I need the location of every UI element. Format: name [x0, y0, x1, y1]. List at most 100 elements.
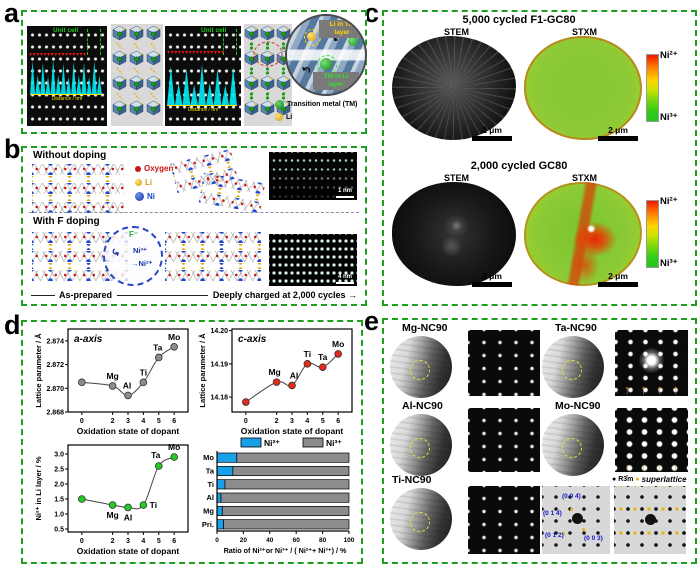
panel-b-legend: Oxygen Li Ni — [135, 164, 173, 206]
a-axis-chart: 0 2 3 4 5 6 2.868 2.870 2.872 2.874 Oxidation stat… — [34, 328, 189, 436]
scalebar: 4 nm — [336, 274, 354, 284]
panel-e: Mg-NC90 Ta-NC90 ↑ ↑ ↑ ↑ Al-NC90 Mo-NC90 ↑ ↑ ↑… — [382, 318, 697, 564]
exchange-arrow-icon: ↶ — [298, 63, 313, 79]
li-dot-icon — [135, 179, 142, 186]
diffraction-mg — [468, 330, 540, 396]
tem-image-mo — [542, 414, 604, 476]
unit-cell-bracket — [87, 29, 101, 55]
tm-layer — [32, 270, 128, 281]
superlattice-label: superlattice — [641, 475, 687, 484]
svg-text:14.19: 14.19 — [210, 361, 228, 368]
colorbar-top-label: Ni²⁺ — [660, 50, 678, 61]
up-arrow-icon: ↑ — [672, 382, 680, 396]
svg-text:5: 5 — [157, 538, 161, 545]
colorbar-top-label: Ni²⁺ — [660, 196, 678, 207]
up-arrow-icon: ↑ — [656, 382, 663, 396]
svg-text:4: 4 — [141, 538, 145, 545]
cation-mixing-inset: ↷ ↶ Li in TM layer TM in Li layer — [285, 14, 367, 96]
svg-text:5: 5 — [157, 418, 161, 425]
sample-title: Ti-NC90 — [392, 474, 432, 486]
hkl-label: (0 0 4̄) — [562, 493, 581, 500]
svg-text:Pri.: Pri. — [202, 520, 214, 529]
svg-text:Al: Al — [124, 512, 133, 522]
stem-inset-fdoped: 4 nm — [269, 234, 357, 286]
lattice-undoped-pristine — [32, 164, 124, 213]
panel-label-e: e — [364, 306, 380, 336]
legend-item: Ni — [135, 192, 173, 201]
stem-inset-undoped: 1 nm — [269, 152, 357, 200]
svg-text:c-axis: c-axis — [238, 334, 267, 345]
stem-label: STEM — [444, 173, 470, 183]
scalebar-line — [472, 282, 512, 288]
tm-sphere-icon — [275, 100, 284, 109]
hkl-label: (0 1 2) — [545, 532, 564, 539]
stem-label: STEM — [444, 27, 470, 37]
svg-text:20: 20 — [240, 537, 248, 544]
scalebar-line — [472, 136, 512, 142]
svg-text:3.0: 3.0 — [54, 452, 64, 459]
stem-image-1: Unit cell ▾▾▾▾▾▾▾▾▾▾▾▾▾▾▾▾ Distance / nm — [27, 26, 107, 126]
svg-text:Ni²⁺: Ni²⁺ — [264, 438, 280, 448]
scalebar-line — [336, 196, 354, 198]
cycled-group-1: 5,000 cycled F1-GC80 STEM STXM Ni²⁺ Ni³⁺… — [384, 12, 695, 158]
svg-text:2: 2 — [275, 418, 279, 425]
lattice-undoped-cracked — [170, 148, 266, 214]
panel-c: 5,000 cycled F1-GC80 STEM STXM Ni²⁺ Ni³⁺… — [382, 10, 697, 306]
svg-text:Ti: Ti — [150, 500, 157, 510]
ni3-label: Ni³⁺ — [133, 246, 147, 255]
selected-area-ring — [410, 360, 430, 380]
tm-layer — [32, 232, 128, 243]
legend-item: Transition metal (TM) — [275, 100, 357, 109]
stxm-particle-image — [524, 36, 642, 140]
legend-label: Transition metal (TM) — [287, 101, 358, 108]
scalebar: 2 μm — [598, 271, 638, 288]
svg-text:Mo: Mo — [168, 442, 180, 452]
svg-text:14.18: 14.18 — [210, 395, 228, 402]
svg-text:2: 2 — [111, 418, 115, 425]
li-layer-doped — [165, 244, 261, 250]
legend-item: Oxygen — [135, 164, 173, 173]
svg-text:Al: Al — [207, 493, 215, 502]
bottom-axis: As-prepared Deeply charged at 2,000 cycl… — [31, 290, 357, 300]
oxygen-dot-icon — [135, 165, 141, 172]
fluorine-label: F⁻ — [129, 230, 139, 239]
cracked-piece — [198, 172, 266, 214]
panel-b: Without doping Oxygen Li Ni — [21, 146, 367, 306]
tm-layer — [32, 251, 128, 262]
tm-sphere — [320, 58, 332, 70]
diffraction-mo: ↑ ↑ ↑ ↑ — [615, 408, 688, 472]
profile-axis-label: Distance / nm — [187, 107, 219, 113]
scalebar-line — [598, 282, 638, 288]
axis-left-label: As-prepared — [59, 290, 113, 300]
colorbar — [646, 54, 659, 122]
sample-title: Al-NC90 — [402, 400, 443, 412]
li-in-tm-label: Li in TM layer — [319, 20, 365, 38]
scalebar-label: 1 nm — [337, 188, 352, 195]
selected-area-ring — [562, 360, 582, 380]
up-arrow-icon: ↑ — [657, 462, 662, 472]
svg-text:14.20: 14.20 — [210, 328, 228, 335]
center-spot — [645, 514, 656, 525]
ni-ratio-bar-chart: Ni²⁺ Ni³⁺ Mo Ta Ti Al Mg Pri. 0 20 40 60 80 100 Ratio … — [202, 437, 355, 555]
center-spot — [572, 513, 583, 524]
tm-in-li-label: TM in Li layer — [313, 72, 359, 90]
axis-right-label: Deeply charged at 2,000 cycles → — [212, 290, 357, 300]
svg-text:Ta: Ta — [318, 352, 328, 362]
sample-title: Ta-NC90 — [555, 322, 597, 334]
tm-layer — [165, 270, 261, 281]
scalebar-label: 2 μm — [482, 271, 502, 281]
svg-text:2.0: 2.0 — [54, 482, 64, 489]
diffraction-al — [468, 408, 540, 472]
cube-lattice-drawing — [112, 25, 161, 116]
svg-text:2.872: 2.872 — [46, 362, 64, 369]
svg-text:Mg: Mg — [106, 371, 118, 381]
oxygen-marker-row: ▾▾▾▾▾▾▾▾▾▾▾▾▾▾▾▾ — [29, 52, 87, 58]
row-divider — [29, 212, 359, 213]
scalebar-label: 4 nm — [337, 274, 352, 281]
unit-cell-bracket — [223, 29, 237, 55]
tem-image-al — [390, 414, 452, 476]
panel-a-legend: Transition metal (TM) Li — [275, 100, 357, 125]
tem-image-ta — [542, 336, 604, 398]
svg-text:a-axis: a-axis — [74, 334, 103, 345]
tm-layer — [165, 232, 261, 243]
